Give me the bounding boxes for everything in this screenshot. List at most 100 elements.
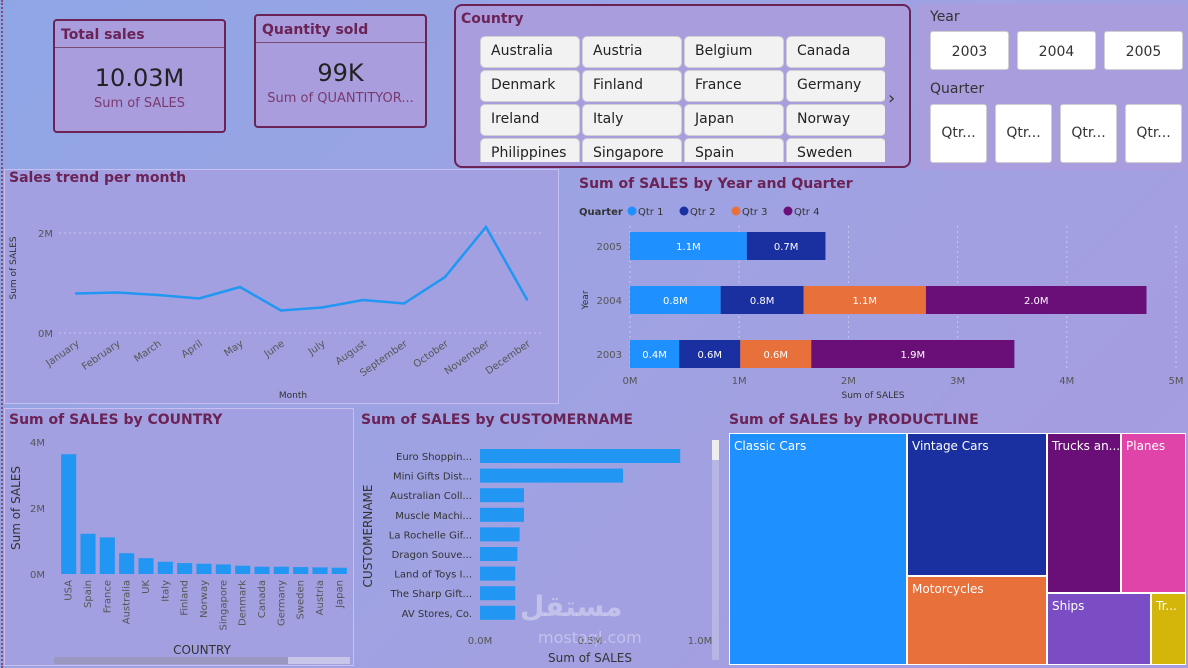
kpi-title: Quantity sold [256, 16, 425, 43]
country-chart-title: Sum of SALES by COUNTRY [9, 412, 223, 428]
country-bar [138, 558, 154, 574]
country-chip[interactable]: Philippines [480, 138, 580, 162]
year-quarter-chart: Quarter Qtr 1 Qtr 2 Qtr 3 Qtr 4 0M 1M 2M 3M 4M 5M 2… [579, 206, 1184, 401]
y-tick-label: 4M [30, 438, 45, 449]
country-slicer: Country Australia Austria Belgium Canada Den… [454, 4, 911, 168]
year-quarter-title: Sum of SALES by Year and Quarter [579, 176, 853, 192]
x-tick-label: Norway [199, 580, 210, 618]
customer-bar [480, 449, 681, 463]
x-tick-label: Sweden [296, 580, 307, 620]
data-point [156, 293, 160, 297]
x-tick-label: 0.0M [468, 636, 493, 647]
country-bar [119, 553, 135, 574]
x-tick-label: 4M [1059, 376, 1074, 387]
productline-treemap: Classic Cars Vintage Cars Motorcycles Tr… [729, 433, 1186, 665]
data-label: 0.7M [774, 242, 799, 253]
country-chip[interactable]: Germany [786, 70, 885, 102]
treemap-cell-trucks[interactable]: Trucks an... [1047, 433, 1121, 593]
stacked-bar-segment [720, 286, 804, 314]
quarter-slicer-title: Quarter [930, 81, 985, 97]
treemap-cell-trains[interactable]: Tr... [1151, 593, 1186, 665]
country-chip[interactable]: France [684, 70, 784, 102]
legend-swatch [627, 206, 637, 216]
country-chart: 0M 2M 4M USA Spain France Australia UK Italy Finl… [9, 438, 350, 664]
customer-bar [480, 527, 520, 542]
x-tick-label: USA [64, 580, 75, 601]
country-bar [312, 567, 328, 574]
x-tick-label: Denmark [238, 580, 249, 626]
year-tile-2005[interactable]: 2005 [1104, 31, 1183, 70]
year-tile-2003[interactable]: 2003 [930, 31, 1009, 70]
country-chip[interactable]: Finland [582, 70, 682, 102]
quarter-tile-3[interactable]: Qtr... [1060, 104, 1117, 163]
treemap-cell-motorcycles[interactable]: Motorcycles [907, 576, 1047, 665]
quarter-tile-2[interactable]: Qtr... [995, 104, 1052, 163]
country-chip[interactable]: Austria [582, 36, 682, 68]
y-tick-label: AV Stores, Co. [402, 609, 472, 620]
treemap-cell-planes[interactable]: Planes [1121, 433, 1186, 593]
data-label: 2.0M [1024, 296, 1049, 307]
x-tick-label: Austria [315, 580, 326, 615]
customer-bar [480, 586, 516, 601]
country-chip[interactable]: Singapore [582, 138, 682, 162]
country-chip[interactable]: Canada [786, 36, 885, 68]
customer-chart-title: Sum of SALES by CUSTOMERNAME [361, 412, 633, 428]
x-tick-label: Canada [257, 580, 268, 618]
country-chip[interactable]: Spain [684, 138, 784, 162]
kpi-quantity-sold-card: Quantity sold 99K Sum of QUANTITYOR... [254, 14, 427, 128]
data-label: 0.8M [750, 296, 775, 307]
y-tick-label: Mini Gifts Dist... [393, 472, 472, 483]
data-point [525, 298, 529, 301]
legend-entry: Qtr 2 [690, 207, 715, 218]
data-point [402, 302, 406, 305]
year-tile-2004[interactable]: 2004 [1017, 31, 1096, 70]
customer-bar [480, 507, 524, 522]
country-chip[interactable]: Denmark [480, 70, 580, 102]
country-chip[interactable]: Japan [684, 104, 784, 136]
data-point [238, 285, 242, 289]
country-bar [157, 561, 173, 574]
x-tick-label: August [334, 338, 369, 367]
productline-chart-title: Sum of SALES by PRODUCTLINE [729, 412, 979, 428]
x-tick-label: March [132, 338, 163, 364]
x-tick-label: Singapore [218, 580, 229, 630]
kpi-title: Total sales [55, 21, 224, 48]
x-tick-label: 0M [623, 376, 638, 387]
country-chip[interactable]: Belgium [684, 36, 784, 68]
stacked-bar-segment [811, 340, 1015, 368]
country-bar [196, 563, 212, 574]
sales-trend-title: Sales trend per month [9, 170, 187, 186]
data-point [279, 309, 283, 312]
kpi-value: 99K [317, 59, 364, 87]
country-bar [99, 537, 115, 574]
country-bar [331, 567, 347, 574]
x-axis-label: Sum of SALES [548, 651, 632, 665]
scrollbar-thumb [712, 440, 719, 460]
chevron-right-icon[interactable]: › [888, 88, 896, 109]
country-chip[interactable]: Sweden [786, 138, 885, 162]
data-label: 0.4M [642, 350, 667, 361]
customer-bar [480, 566, 516, 581]
country-chip[interactable]: Italy [582, 104, 682, 136]
country-bar [61, 454, 77, 574]
x-tick-label: 0.5M [578, 636, 603, 647]
kpi-subtitle: Sum of QUANTITYOR... [267, 91, 414, 106]
country-chip[interactable]: Ireland [480, 104, 580, 136]
customer-bar [480, 488, 524, 503]
country-chip[interactable]: Australia [480, 36, 580, 68]
treemap-cell-vintage-cars[interactable]: Vintage Cars [907, 433, 1047, 576]
treemap-cell-ships[interactable]: Ships [1047, 593, 1151, 665]
stacked-bar-segment [740, 340, 812, 368]
y-axis-label: Sum of SALES [9, 236, 19, 299]
country-chip[interactable]: Norway [786, 104, 885, 136]
y-axis-label: Year [581, 290, 591, 310]
scrollbar-thumb [54, 657, 288, 664]
quarter-tile-4[interactable]: Qtr... [1125, 104, 1182, 163]
x-tick-label: July [306, 338, 328, 358]
legend-entry: Qtr 3 [742, 207, 767, 218]
x-tick-label: February [80, 338, 123, 372]
y-tick-label: Muscle Machi... [395, 511, 472, 522]
quarter-tile-1[interactable]: Qtr... [930, 104, 987, 163]
legend-entry: Qtr 4 [794, 207, 819, 218]
treemap-cell-classic-cars[interactable]: Classic Cars [729, 433, 907, 665]
